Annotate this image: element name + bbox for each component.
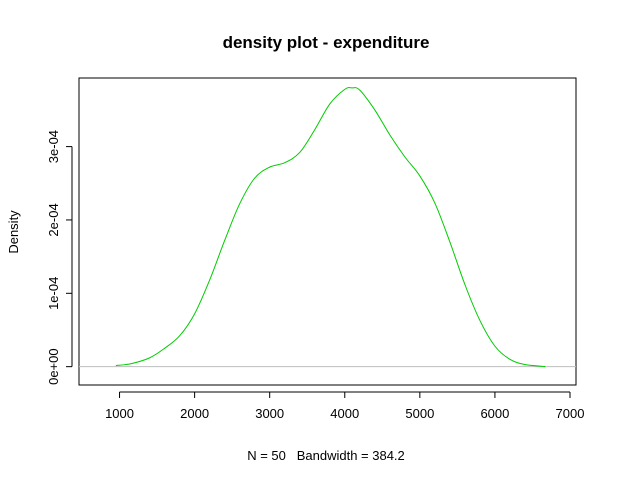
x-tick-label: 6000 bbox=[480, 406, 509, 421]
y-tick-label: 0e+00 bbox=[46, 348, 61, 385]
x-tick-label: 2000 bbox=[180, 406, 209, 421]
chart-title: density plot - expenditure bbox=[223, 33, 430, 52]
x-tick-label: 5000 bbox=[405, 406, 434, 421]
x-tick-label: 3000 bbox=[255, 406, 284, 421]
y-axis-label: Density bbox=[6, 210, 21, 254]
density-curve bbox=[115, 87, 546, 368]
x-tick-label: 4000 bbox=[330, 406, 359, 421]
x-axis-label: N = 50 Bandwidth = 384.2 bbox=[247, 448, 405, 463]
y-tick-label: 3e-04 bbox=[46, 130, 61, 163]
x-tick-label: 7000 bbox=[556, 406, 585, 421]
y-tick-label: 2e-04 bbox=[46, 203, 61, 236]
x-axis: 1000 2000 3000 4000 5000 6000 7000 bbox=[105, 391, 585, 421]
y-tick-label: 1e-04 bbox=[46, 277, 61, 310]
plot-area-frame bbox=[78, 77, 577, 386]
x-tick-label: 1000 bbox=[105, 406, 134, 421]
y-axis: 0e+00 1e-04 2e-04 3e-04 bbox=[46, 130, 73, 385]
